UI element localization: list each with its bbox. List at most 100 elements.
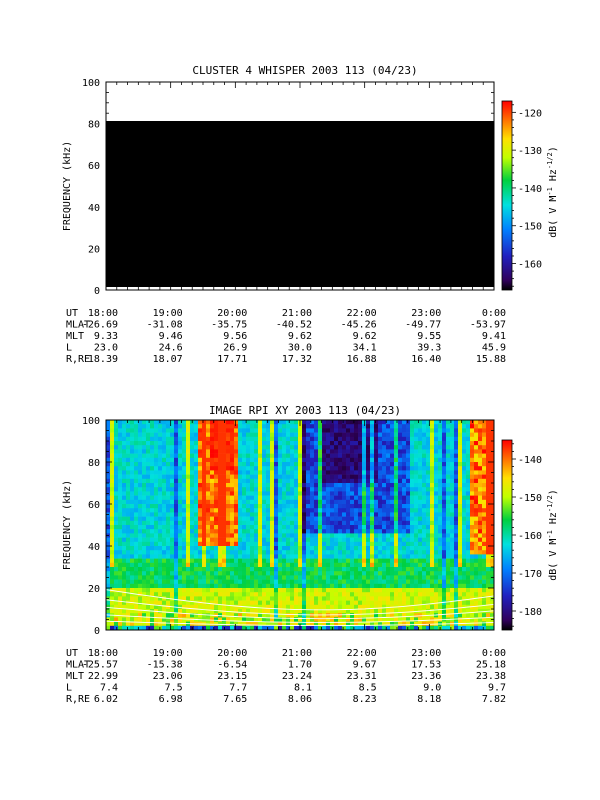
spectrogram-cell	[318, 588, 323, 593]
spectrogram-cell	[354, 457, 359, 463]
spectrogram-cell	[422, 449, 427, 454]
spectrogram-cell	[342, 588, 347, 593]
spectrogram-cell	[274, 428, 279, 433]
spectrogram-cell	[282, 449, 287, 454]
spectrogram-cell	[434, 541, 439, 547]
spectrogram-cell	[150, 579, 155, 585]
spectrogram-cell	[386, 436, 391, 442]
spectrogram-cell	[462, 462, 467, 467]
spectrogram-cell	[262, 588, 267, 593]
spectrogram-cell	[194, 609, 199, 614]
spectrogram-cell	[450, 470, 455, 475]
spectrogram-cell	[362, 562, 367, 568]
spectrogram-cell	[178, 571, 183, 576]
spectrogram-cell	[254, 529, 259, 534]
spectrogram-cell	[378, 470, 383, 475]
spectrogram-cell	[106, 436, 111, 442]
spectrogram-cell	[118, 529, 123, 534]
spectrogram-cell	[238, 478, 243, 484]
spectrogram-cell	[162, 466, 167, 471]
spectrogram-cell	[270, 424, 275, 429]
spectrogram-cell	[314, 474, 319, 480]
spectrogram-cell	[166, 621, 171, 627]
spectrogram-cell	[250, 520, 255, 526]
spectrogram-cell	[458, 449, 463, 454]
spectrogram-cell	[114, 520, 119, 526]
spectrogram-cell	[142, 596, 147, 601]
spectrogram-cell	[150, 478, 155, 484]
spectrogram-cell	[338, 617, 343, 622]
spectrogram-cell	[150, 441, 155, 446]
spectrogram-cell	[322, 428, 327, 433]
spectrogram-cell	[458, 441, 463, 446]
spectrogram-cell	[386, 546, 391, 551]
spectrogram-cell	[434, 596, 439, 601]
spectrogram-cell	[118, 537, 123, 543]
spectrogram-cell	[302, 432, 307, 438]
spectrogram-cell	[330, 428, 335, 433]
spectrogram-cell	[438, 533, 443, 538]
spectrogram-cell	[298, 583, 303, 589]
spectrogram-cell	[322, 583, 327, 589]
spectrogram-cell	[318, 520, 323, 526]
spectrogram-cell	[106, 508, 111, 513]
spectrogram-cell	[230, 546, 235, 551]
spectrogram-cell	[342, 617, 347, 622]
spectrogram-cell	[306, 592, 311, 597]
spectrogram-cell	[290, 449, 295, 454]
spectrogram-cell	[454, 588, 459, 593]
spectrogram-cell	[158, 504, 163, 509]
spectrogram-cell	[242, 625, 247, 631]
spectrogram-cell	[470, 491, 475, 496]
spectrogram-cell	[282, 478, 287, 484]
spectrogram-cell	[402, 495, 407, 501]
spectrogram-cell	[310, 432, 315, 438]
spectrogram-cell	[410, 537, 415, 543]
spectrogram-cell	[110, 441, 115, 446]
spectrogram-cell	[366, 529, 371, 534]
spectrogram-cell	[466, 613, 471, 618]
spectrogram-cell	[206, 558, 211, 564]
spectrogram-cell	[358, 583, 363, 589]
spectrogram-cell	[202, 613, 207, 618]
spectrogram-cell	[382, 491, 387, 496]
spectrogram-cell	[218, 457, 223, 463]
spectrogram-cell	[130, 512, 135, 517]
spectrogram-cell	[258, 567, 263, 572]
spectrogram-cell	[110, 583, 115, 589]
spectrogram-cell	[350, 432, 355, 438]
spectrogram-cell	[338, 588, 343, 593]
spectrogram-cell	[430, 625, 435, 631]
spectrogram-cell	[242, 474, 247, 480]
spectrogram-cell	[270, 457, 275, 463]
spectrogram-cell	[202, 441, 207, 446]
spectrogram-cell	[334, 562, 339, 568]
spectrogram-cell	[122, 491, 127, 496]
spectrogram-cell	[258, 462, 263, 467]
spectrogram-cell	[146, 516, 151, 522]
spectrogram-cell	[342, 445, 347, 450]
spectrogram-cell	[322, 436, 327, 442]
spectrogram-cell	[442, 613, 447, 618]
spectrogram-cell	[302, 621, 307, 627]
spectrogram-cell	[334, 512, 339, 517]
panel1-cell: 18.07	[153, 354, 183, 365]
spectrogram-cell	[222, 592, 227, 597]
spectrogram-cell	[186, 436, 191, 442]
spectrogram-cell	[386, 441, 391, 446]
spectrogram-cell	[458, 516, 463, 522]
spectrogram-cell	[362, 583, 367, 589]
spectrogram-cell	[386, 457, 391, 463]
spectrogram-cell	[174, 432, 179, 438]
spectrogram-cell	[286, 571, 291, 576]
spectrogram-cell	[446, 441, 451, 446]
spectrogram-cell	[478, 613, 483, 618]
spectrogram-cell	[226, 592, 231, 597]
spectrogram-cell	[370, 604, 375, 610]
spectrogram-cell	[142, 625, 147, 631]
spectrogram-cell	[454, 541, 459, 547]
spectrogram-cell	[478, 625, 483, 631]
spectrogram-cell	[410, 613, 415, 618]
spectrogram-cell	[274, 575, 279, 580]
spectrogram-cell	[446, 537, 451, 543]
